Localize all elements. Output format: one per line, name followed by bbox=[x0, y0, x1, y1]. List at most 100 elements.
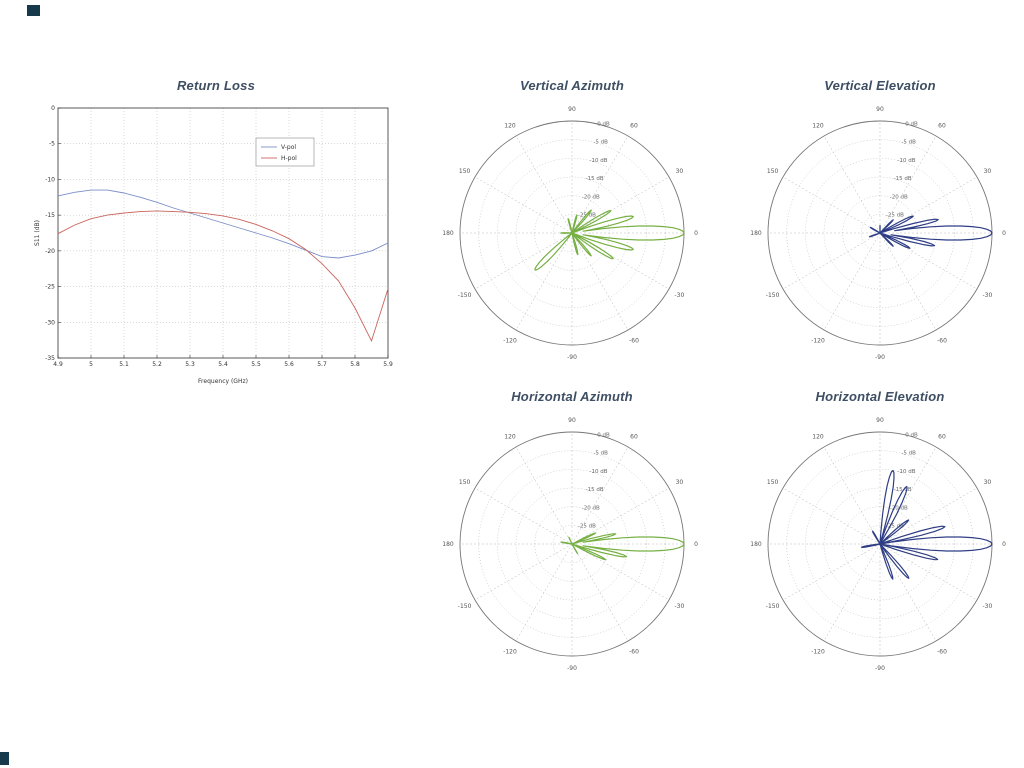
svg-text:-25: -25 bbox=[45, 284, 55, 291]
svg-text:-20: -20 bbox=[45, 248, 55, 255]
svg-text:30: 30 bbox=[984, 479, 992, 486]
svg-text:-5 dB: -5 dB bbox=[593, 451, 608, 457]
svg-text:-5 dB: -5 dB bbox=[593, 140, 608, 146]
svg-text:180: 180 bbox=[442, 541, 454, 548]
svg-text:30: 30 bbox=[676, 479, 684, 486]
svg-text:V-pol: V-pol bbox=[281, 144, 296, 151]
svg-text:0: 0 bbox=[1002, 541, 1006, 548]
svg-text:-90: -90 bbox=[875, 354, 885, 361]
horizontal-azimuth-plot: 0 30 60 90 120 150 180 -150 -120 -90 -60 -30 0 dB -5 … bbox=[442, 417, 698, 672]
svg-text:-150: -150 bbox=[766, 603, 780, 610]
svg-text:-60: -60 bbox=[937, 648, 947, 655]
svg-text:0 dB: 0 dB bbox=[597, 121, 610, 127]
svg-text:-15: -15 bbox=[45, 212, 55, 219]
return-loss-title: Return Loss bbox=[176, 78, 256, 93]
return-loss-plot: 4.9 5 5.1 5.2 5.3 5.4 5.5 5.6 5.7 5.8 5.9 0 -5 -10 -15… bbox=[34, 105, 393, 385]
svg-text:-5 dB: -5 dB bbox=[901, 451, 916, 457]
svg-text:-25 dB: -25 dB bbox=[886, 213, 904, 219]
svg-text:-90: -90 bbox=[875, 665, 885, 672]
svg-text:-15 dB: -15 dB bbox=[894, 176, 912, 182]
svg-text:-150: -150 bbox=[766, 292, 780, 299]
svg-text:0: 0 bbox=[1002, 230, 1006, 237]
svg-text:150: 150 bbox=[459, 168, 471, 175]
svg-text:60: 60 bbox=[630, 434, 638, 441]
svg-text:-20 dB: -20 dB bbox=[890, 194, 908, 200]
svg-text:-15 dB: -15 dB bbox=[586, 176, 604, 182]
svg-text:-10 dB: -10 dB bbox=[898, 158, 916, 164]
svg-text:-120: -120 bbox=[503, 337, 517, 344]
svg-text:0: 0 bbox=[694, 230, 698, 237]
svg-text:-120: -120 bbox=[811, 648, 825, 655]
svg-text:-20 dB: -20 dB bbox=[582, 194, 600, 200]
horizontal-elevation-plot: 0 30 60 90 120 150 180 -150 -120 -90 -60 -30 0 dB -5 … bbox=[750, 417, 1006, 672]
horizontal-azimuth-title: Horizontal Azimuth bbox=[511, 389, 633, 404]
svg-text:5.7: 5.7 bbox=[317, 361, 327, 368]
svg-text:-15 dB: -15 dB bbox=[586, 487, 604, 493]
svg-text:-10: -10 bbox=[45, 176, 55, 183]
svg-text:5.9: 5.9 bbox=[383, 361, 393, 368]
svg-text:-20 dB: -20 dB bbox=[582, 505, 600, 511]
svg-text:180: 180 bbox=[442, 230, 454, 237]
svg-text:5.2: 5.2 bbox=[152, 361, 162, 368]
svg-text:0: 0 bbox=[694, 541, 698, 548]
svg-text:150: 150 bbox=[459, 479, 471, 486]
svg-text:-90: -90 bbox=[567, 665, 577, 672]
svg-text:90: 90 bbox=[876, 417, 884, 424]
svg-text:-10 dB: -10 dB bbox=[590, 469, 608, 475]
svg-text:-25 dB: -25 dB bbox=[578, 524, 596, 530]
svg-text:-30: -30 bbox=[45, 319, 55, 326]
svg-text:-10 dB: -10 dB bbox=[898, 469, 916, 475]
page-mark-top bbox=[27, 5, 40, 16]
svg-text:120: 120 bbox=[812, 123, 824, 130]
vertical-elevation-plot: 0 30 60 90 120 150 180 -150 -120 -90 -60 -30 0 dB -5 … bbox=[750, 106, 1006, 361]
svg-text:5.6: 5.6 bbox=[284, 361, 294, 368]
svg-text:150: 150 bbox=[767, 168, 779, 175]
svg-text:30: 30 bbox=[984, 168, 992, 175]
svg-text:-60: -60 bbox=[937, 337, 947, 344]
svg-text:H-pol: H-pol bbox=[281, 155, 297, 162]
svg-text:90: 90 bbox=[568, 106, 576, 113]
svg-text:-5: -5 bbox=[49, 141, 55, 148]
svg-text:-120: -120 bbox=[503, 648, 517, 655]
svg-text:-60: -60 bbox=[629, 648, 639, 655]
svg-text:-90: -90 bbox=[567, 354, 577, 361]
svg-text:-5 dB: -5 dB bbox=[901, 140, 916, 146]
svg-text:90: 90 bbox=[568, 417, 576, 424]
svg-text:-150: -150 bbox=[458, 292, 472, 299]
vertical-azimuth-plot: 0 30 60 90 120 150 180 -150 -120 -90 -60 -30 0 dB -5 … bbox=[442, 106, 698, 361]
vertical-elevation-title: Vertical Elevation bbox=[824, 78, 936, 93]
svg-text:-30: -30 bbox=[674, 292, 684, 299]
svg-text:-150: -150 bbox=[458, 603, 472, 610]
svg-text:120: 120 bbox=[812, 434, 824, 441]
svg-text:180: 180 bbox=[750, 541, 762, 548]
svg-text:60: 60 bbox=[938, 123, 946, 130]
svg-text:120: 120 bbox=[504, 123, 516, 130]
svg-text:150: 150 bbox=[767, 479, 779, 486]
svg-text:60: 60 bbox=[938, 434, 946, 441]
svg-text:0 dB: 0 dB bbox=[905, 432, 918, 438]
svg-text:5.5: 5.5 bbox=[251, 361, 261, 368]
svg-text:-10 dB: -10 dB bbox=[590, 158, 608, 164]
svg-text:-30: -30 bbox=[982, 292, 992, 299]
svg-text:-30: -30 bbox=[982, 603, 992, 610]
svg-text:180: 180 bbox=[750, 230, 762, 237]
page-mark-bottom bbox=[0, 752, 9, 765]
svg-text:5.4: 5.4 bbox=[218, 361, 228, 368]
svg-text:0 dB: 0 dB bbox=[905, 121, 918, 127]
svg-text:5.1: 5.1 bbox=[119, 361, 129, 368]
svg-text:5.3: 5.3 bbox=[185, 361, 195, 368]
svg-text:Frequency (GHz): Frequency (GHz) bbox=[198, 378, 248, 385]
svg-text:30: 30 bbox=[676, 168, 684, 175]
vertical-azimuth-title: Vertical Azimuth bbox=[519, 78, 625, 93]
svg-text:5: 5 bbox=[89, 361, 93, 368]
svg-text:-30: -30 bbox=[674, 603, 684, 610]
horizontal-elevation-title: Horizontal Elevation bbox=[815, 389, 945, 404]
svg-text:-120: -120 bbox=[811, 337, 825, 344]
svg-text:-60: -60 bbox=[629, 337, 639, 344]
svg-text:-25 dB: -25 dB bbox=[886, 524, 904, 530]
svg-text:60: 60 bbox=[630, 123, 638, 130]
svg-text:120: 120 bbox=[504, 434, 516, 441]
svg-text:0: 0 bbox=[51, 105, 55, 112]
svg-text:S11 (dB): S11 (dB) bbox=[34, 220, 41, 246]
svg-text:5.8: 5.8 bbox=[350, 361, 360, 368]
